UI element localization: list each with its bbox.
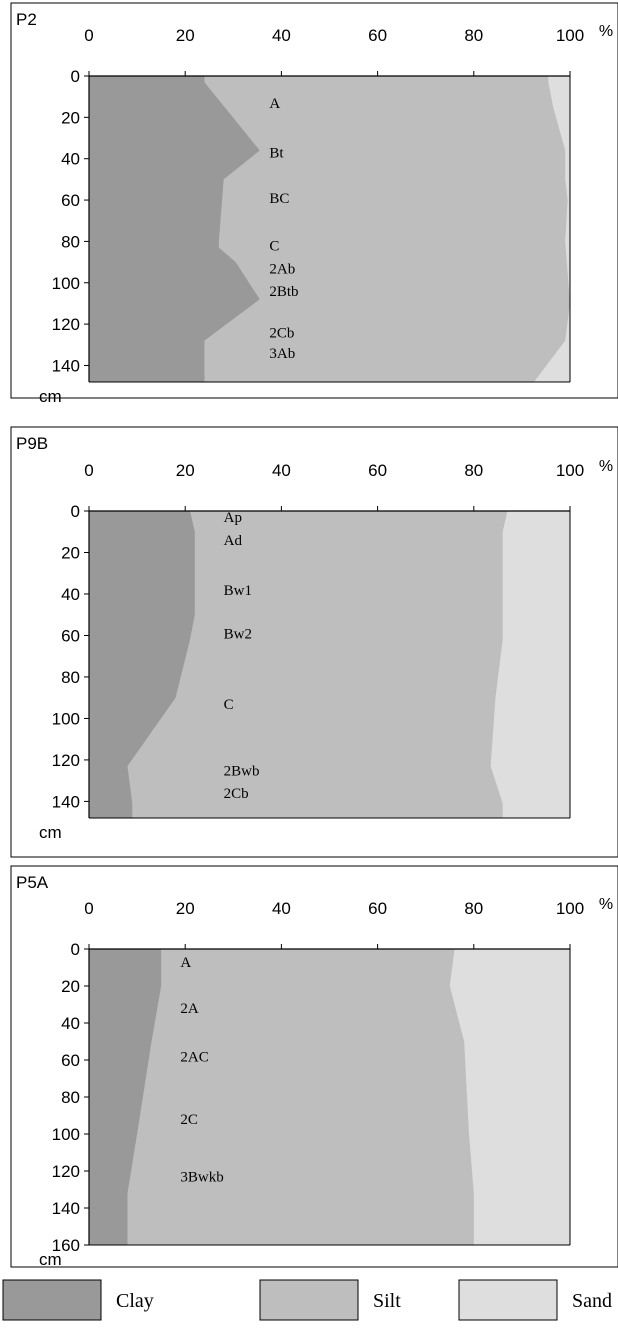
y-tick-label: 160: [52, 1236, 80, 1255]
x-tick-label: 20: [176, 899, 195, 918]
y-unit-label: cm: [39, 387, 62, 406]
y-tick-label: 140: [52, 1199, 80, 1218]
x-tick-label: 60: [368, 461, 387, 480]
panel-title: P2: [16, 10, 37, 29]
horizon-label: 2Bwb: [224, 763, 260, 779]
horizon-label: 2C: [180, 1112, 198, 1128]
panel-frame: [10, 865, 618, 1268]
horizon-label: 2Ab: [269, 261, 295, 277]
chart-panel-p2: 0 20 40 60 80 100 % P2 0 20 40 60 80 100 120 140 cm A Bt BC…: [10, 2, 618, 406]
y-tick-label: 120: [52, 315, 80, 334]
legend-swatch-clay: [2, 1279, 102, 1321]
y-tick-label: 100: [52, 274, 80, 293]
x-tick-label: 20: [176, 461, 195, 480]
x-tick-label: 40: [272, 461, 291, 480]
legend-swatch-sand: [458, 1279, 558, 1321]
x-tick-label: 40: [272, 26, 291, 45]
clay-area: [89, 76, 260, 382]
legend-label-silt: Silt: [373, 1290, 401, 1312]
clay-area: [89, 511, 195, 818]
y-tick-label: 40: [61, 585, 80, 604]
y-tick-label: 120: [52, 751, 80, 770]
y-tick-label: 0: [71, 940, 80, 959]
x-tick-label: 60: [368, 26, 387, 45]
x-tick-label: 80: [464, 899, 483, 918]
clay-area: [89, 949, 162, 1245]
x-tick-label: 100: [556, 899, 584, 918]
panel-title: P9B: [16, 434, 48, 453]
horizon-label: 2A: [180, 1001, 199, 1017]
y-tick-label: 140: [52, 792, 80, 811]
x-tick-label: 100: [556, 26, 584, 45]
horizon-label: C: [224, 697, 234, 713]
y-tick-label: 100: [52, 1125, 80, 1144]
y-tick-label: 120: [52, 1162, 80, 1181]
horizon-label: Bw1: [224, 583, 252, 599]
x-tick-label: 60: [368, 899, 387, 918]
x-unit-label: %: [599, 458, 613, 475]
horizon-label: 3Bwkb: [180, 1170, 223, 1186]
y-tick-label: 40: [61, 1014, 80, 1033]
y-tick-label: 20: [61, 543, 80, 562]
horizon-label: 2Cb: [224, 786, 249, 802]
x-tick-label: 40: [272, 899, 291, 918]
legend-swatch-silt: [259, 1279, 359, 1321]
panel-frame: [10, 426, 618, 858]
legend: Clay Silt Sand: [2, 1279, 612, 1321]
y-tick-label: 60: [61, 191, 80, 210]
legend-label-clay: Clay: [116, 1290, 154, 1312]
y-unit-label: cm: [39, 1250, 62, 1269]
x-tick-label: 0: [84, 461, 93, 480]
horizon-label: 2Btb: [269, 284, 298, 300]
horizon-label: Bw2: [224, 626, 252, 642]
legend-item-silt: Silt: [259, 1279, 401, 1321]
y-tick-label: 140: [52, 356, 80, 375]
y-tick-label: 60: [61, 626, 80, 645]
horizon-label: 2AC: [180, 1049, 208, 1065]
chart-panel-p9b: 0 20 40 60 80 100 % P9B 0 20 40 60 80 100 120 140 cm Ap Ad…: [10, 426, 618, 858]
horizon-label: Bt: [269, 146, 284, 162]
panel-frame: [10, 2, 618, 399]
y-tick-label: 80: [61, 1088, 80, 1107]
legend-label-sand: Sand: [572, 1290, 612, 1312]
x-unit-label: %: [599, 23, 613, 40]
x-tick-label: 100: [556, 461, 584, 480]
legend-item-sand: Sand: [458, 1279, 612, 1321]
y-tick-label: 100: [52, 709, 80, 728]
y-tick-label: 60: [61, 1051, 80, 1070]
x-tick-label: 80: [464, 461, 483, 480]
x-tick-label: 0: [84, 26, 93, 45]
horizon-label: BC: [269, 191, 289, 207]
horizon-label: Ap: [224, 510, 242, 526]
horizon-label: Ad: [224, 533, 243, 549]
horizon-label: C: [269, 239, 279, 255]
silt-area: [89, 949, 474, 1245]
x-unit-label: %: [599, 896, 613, 913]
horizon-label: A: [180, 955, 191, 971]
horizon-label: A: [269, 96, 280, 112]
panel-title: P5A: [16, 873, 49, 892]
y-tick-label: 20: [61, 977, 80, 996]
y-tick-label: 20: [61, 108, 80, 127]
y-unit-label: cm: [39, 823, 62, 842]
x-tick-label: 0: [84, 899, 93, 918]
y-tick-label: 40: [61, 150, 80, 169]
y-tick-label: 80: [61, 232, 80, 251]
x-tick-label: 80: [464, 26, 483, 45]
y-tick-label: 80: [61, 668, 80, 687]
y-tick-label: 0: [71, 67, 80, 86]
horizon-label: 3Ab: [269, 346, 295, 362]
x-tick-label: 20: [176, 26, 195, 45]
y-tick-label: 0: [71, 502, 80, 521]
horizon-label: 2Cb: [269, 325, 294, 341]
legend-item-clay: Clay: [2, 1279, 154, 1321]
